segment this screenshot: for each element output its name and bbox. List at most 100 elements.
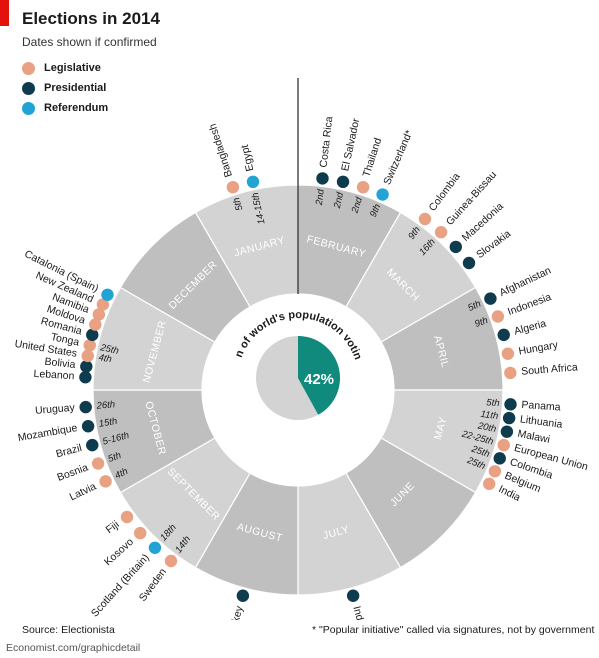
- election-dot: [483, 477, 496, 491]
- election-label-date: 2nd: [349, 195, 365, 215]
- chart-title: Elections in 2014: [22, 9, 160, 28]
- election-dot: [86, 438, 99, 452]
- election-label-country: Egypt: [239, 144, 256, 173]
- election-label-date: 4th: [98, 352, 113, 365]
- election-dot: [79, 400, 92, 414]
- election-label-country: Brazil: [55, 442, 83, 460]
- election-label-country: Panama: [521, 399, 561, 414]
- election-dot: [79, 371, 92, 384]
- election-dot: [226, 180, 240, 194]
- election-dot: [462, 256, 476, 270]
- election-dot: [501, 347, 515, 360]
- election-label-country: Sweden: [137, 566, 169, 604]
- election-label-country: Lithuania: [519, 413, 563, 431]
- center-pie-slice-voting: [298, 336, 340, 415]
- footnote: * "Popular initiative" called via signat…: [312, 624, 595, 636]
- election-label-date: 2nd: [332, 191, 346, 210]
- election-dot: [488, 465, 502, 478]
- presidential-dot-icon: [22, 81, 35, 95]
- election-label-country: Uruguay: [35, 402, 76, 417]
- election-dot: [96, 298, 110, 311]
- election-label-country: Lebanon: [33, 368, 75, 382]
- election-label-country: Latvia: [68, 480, 99, 503]
- legend-label: Legislative: [44, 62, 101, 74]
- source-url: Economist.com/graphicdetail: [6, 642, 141, 654]
- election-label-country: El Salvador: [339, 117, 362, 173]
- election-dot: [502, 411, 516, 425]
- election-label-country: Kosovo: [102, 536, 136, 569]
- election-label-country: Mozambique: [17, 422, 78, 444]
- legend-item-presidential: Presidential: [22, 80, 106, 96]
- source-note: Source: Electionista: [22, 624, 115, 636]
- election-dot: [236, 589, 250, 602]
- election-dot: [500, 425, 514, 438]
- election-dot: [497, 328, 510, 342]
- month-wedge-december: [119, 211, 251, 343]
- election-dot: [101, 288, 114, 301]
- election-dot: [491, 310, 505, 323]
- election-dot: [316, 172, 329, 185]
- election-dot: [164, 554, 178, 568]
- election-dot: [336, 175, 350, 189]
- month-label-may: MAY: [432, 415, 450, 441]
- election-label-country: Tonga: [50, 331, 81, 349]
- election-dot: [418, 212, 432, 226]
- election-dot: [493, 452, 506, 465]
- election-label-date: 11th: [480, 409, 499, 422]
- election-label-country: Bosnia: [55, 461, 89, 483]
- election-label-country: Thailand: [361, 136, 385, 178]
- election-label-country: Algeria: [513, 318, 548, 338]
- election-dot: [81, 420, 95, 433]
- election-label-country: Scotland (Britain): [89, 552, 152, 620]
- election-dot: [246, 175, 260, 189]
- election-dot: [497, 438, 510, 452]
- election-dot: [134, 526, 147, 540]
- election-label-country: Turkey: [226, 604, 246, 620]
- election-dot: [91, 457, 105, 470]
- election-label-date: 26th: [95, 399, 115, 412]
- referendum-dot-icon: [22, 101, 35, 115]
- legend-item-legislative: Legislative: [22, 60, 101, 76]
- election-dot: [99, 475, 112, 488]
- election-dot: [484, 292, 497, 305]
- election-dot: [449, 240, 462, 254]
- election-label-date: 4th: [113, 466, 130, 482]
- legislative-dot-icon: [22, 61, 35, 75]
- election-label-date: 20th: [476, 420, 497, 435]
- election-label-date: 15th: [98, 416, 118, 430]
- election-dot: [120, 510, 134, 524]
- election-label-date: 2nd: [314, 188, 327, 207]
- election-label-date: 5th: [231, 196, 246, 212]
- election-label-country: Indonesia: [350, 605, 373, 620]
- election-dot: [434, 226, 448, 239]
- election-label-country: Fiji: [104, 519, 122, 537]
- election-dot: [92, 308, 106, 321]
- election-dot: [89, 318, 102, 331]
- election-wheel-chart: JANUARY FEBRUARYMARCHAPRILMAYJUNEJULYAUGU…: [0, 0, 589, 620]
- legend-label: Referendum: [44, 102, 109, 114]
- election-label-country: Hungary: [518, 339, 560, 358]
- legend-label: Presidential: [44, 82, 107, 94]
- center-pie-value: 42%: [304, 371, 334, 388]
- election-label-country: Switzerland*: [381, 128, 415, 186]
- legend-item-referendum: Referendum: [22, 100, 108, 116]
- election-dot: [504, 366, 517, 380]
- election-dot: [356, 180, 370, 194]
- election-dot: [504, 398, 517, 411]
- chart-subtitle: Dates shown if confirmed: [22, 35, 157, 49]
- election-dot: [376, 188, 389, 201]
- election-dot: [81, 349, 94, 363]
- election-dot: [86, 328, 99, 342]
- election-dot: [346, 589, 360, 602]
- election-label-date: 25th: [98, 342, 119, 357]
- election-label-date: 5th: [107, 450, 123, 465]
- election-label-country: South Africa: [521, 361, 579, 378]
- election-dot: [83, 339, 96, 352]
- election-label-country: Indonesia: [506, 291, 553, 318]
- election-label-date: 5th: [466, 298, 483, 314]
- election-label-country: Bangladesh: [207, 122, 235, 179]
- election-dot: [148, 541, 162, 554]
- brand-bar: [0, 0, 9, 26]
- election-label-country: Costa Rica: [318, 116, 336, 169]
- election-label-date: 9th: [473, 315, 489, 330]
